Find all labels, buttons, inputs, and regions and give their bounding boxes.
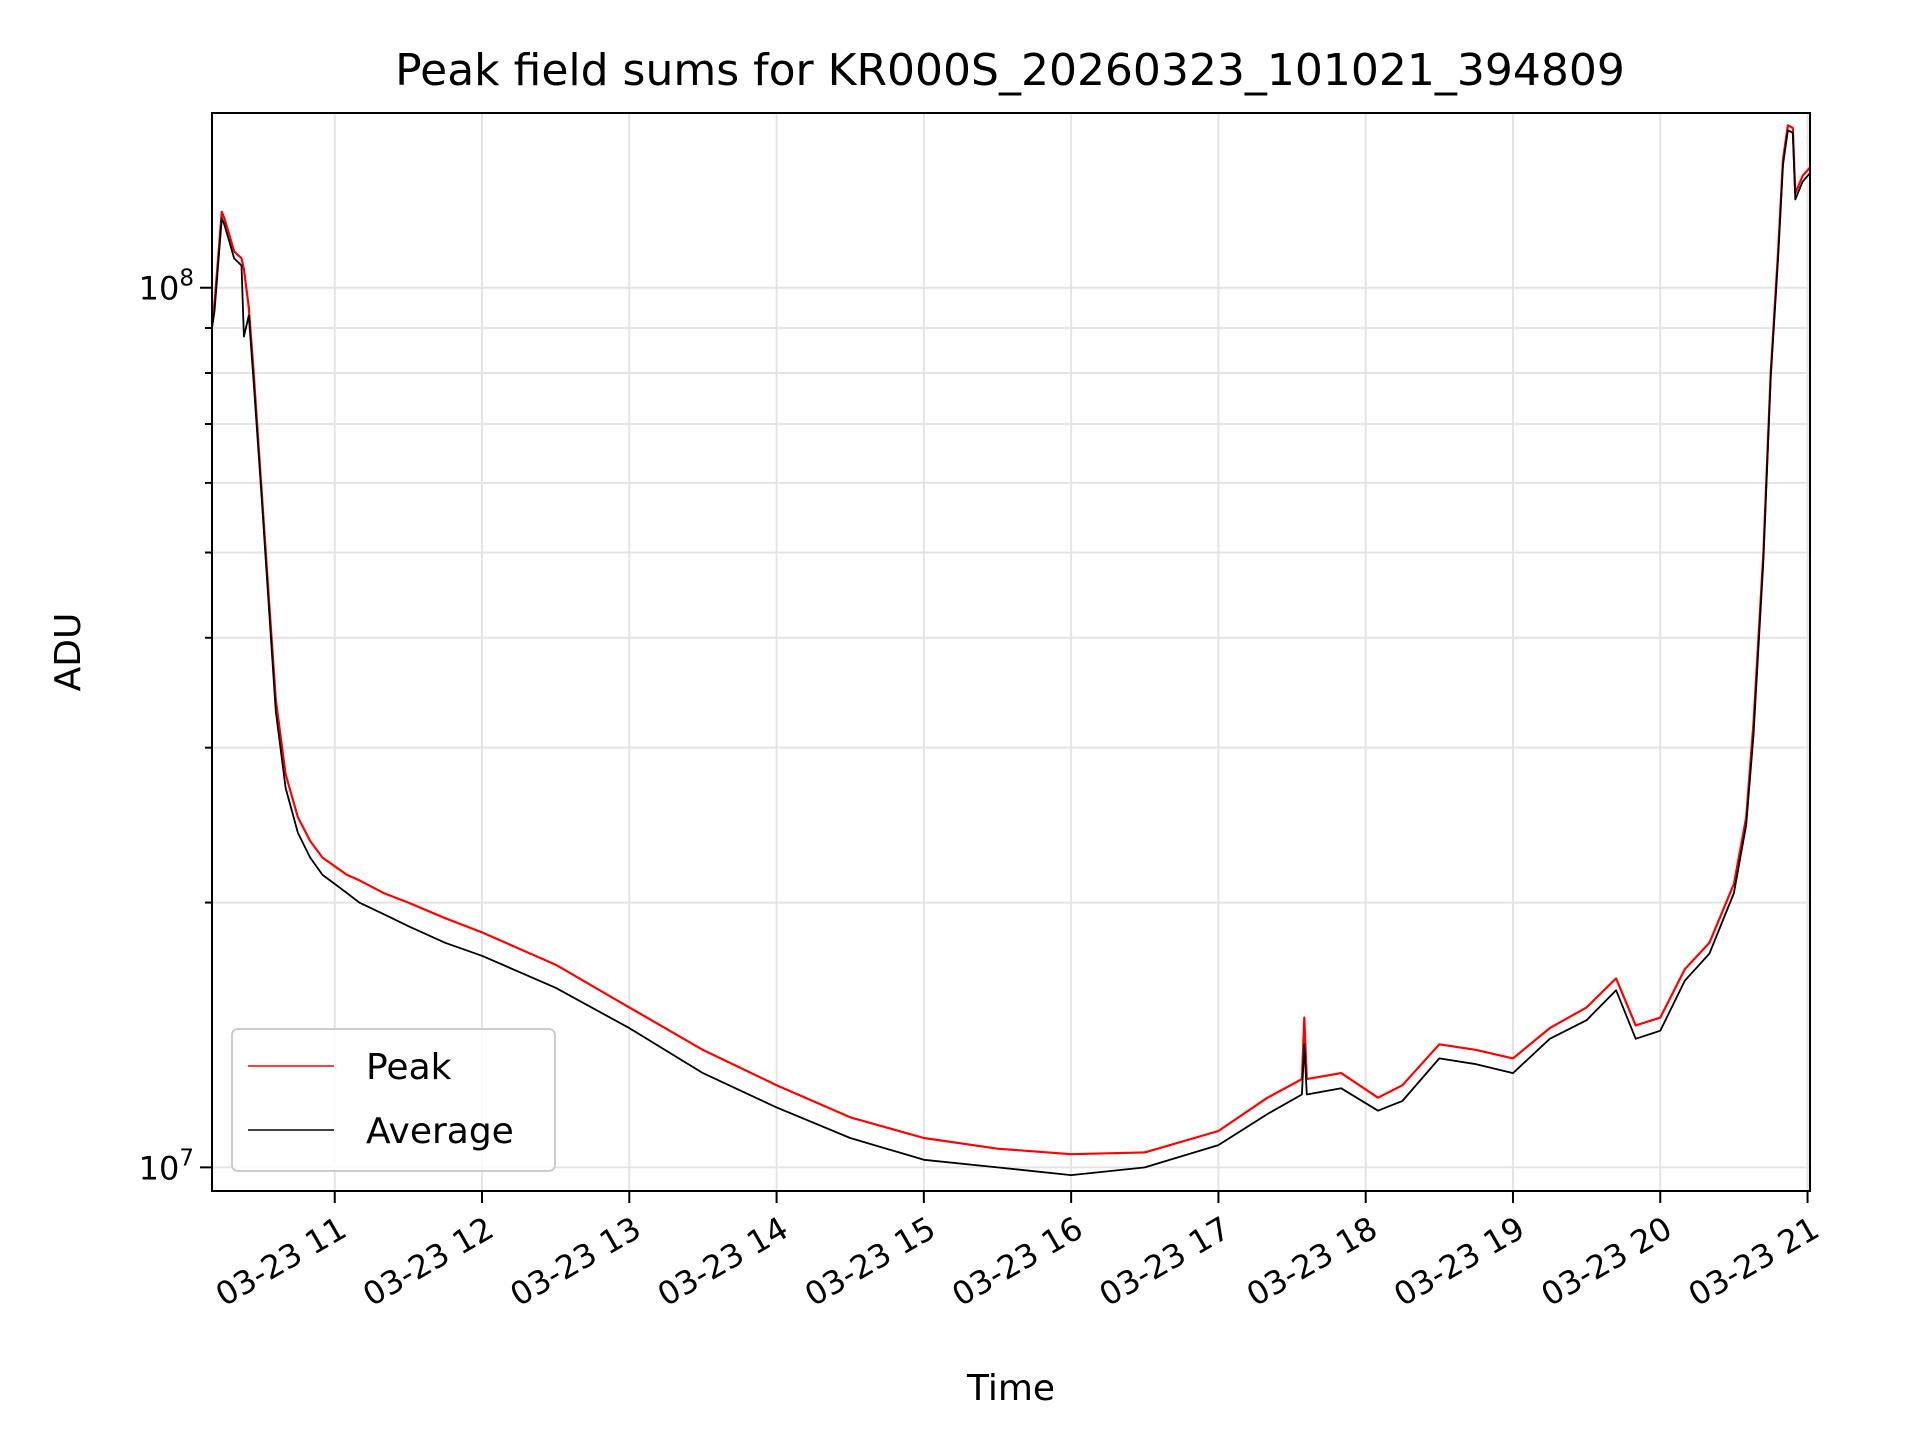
y-tick-label: 107 [139,1145,194,1187]
chart-title: Peak field sums for KR000S_20260323_1010… [395,45,1625,96]
y-axis-label: ADU [48,613,89,692]
y-tick-label: 108 [139,266,194,308]
series-line-average [212,129,1810,1176]
legend-label-peak: Peak [366,1047,452,1088]
series-layer [212,124,1810,1176]
x-axis-label: Time [966,1368,1055,1409]
y-axis: 107 108 [139,266,212,1187]
legend: Peak Average [231,1028,556,1172]
legend-label-average: Average [366,1111,514,1152]
plot-frame [211,112,1811,1192]
legend-box [231,1028,556,1172]
